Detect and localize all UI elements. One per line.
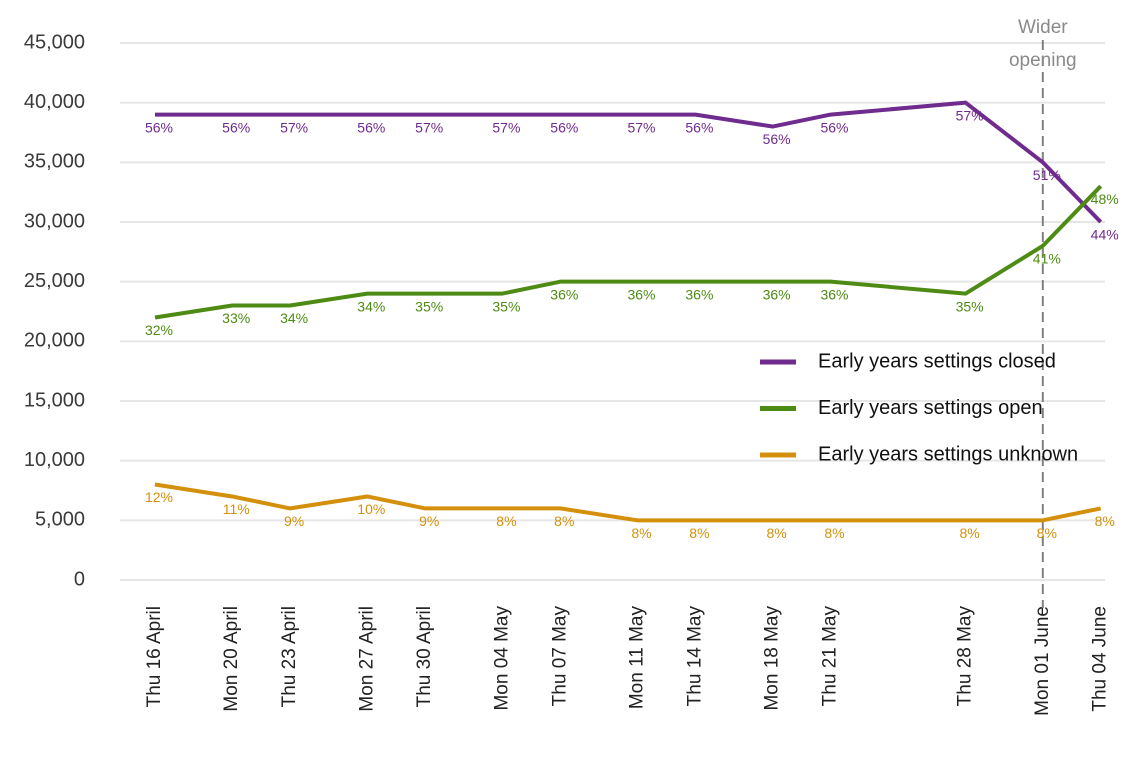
y-tick-label: 20,000 <box>24 330 85 352</box>
data-label: 8% <box>766 525 786 541</box>
data-label: 51% <box>1033 167 1061 183</box>
data-label: 32% <box>145 322 173 338</box>
data-label: 48% <box>1091 191 1119 207</box>
data-label: 10% <box>357 501 385 517</box>
data-label: 36% <box>820 286 848 302</box>
x-tick-label: Thu 14 May <box>684 606 705 707</box>
y-tick-label: 0 <box>74 568 85 590</box>
data-label: 56% <box>763 131 791 147</box>
data-label: 56% <box>685 119 713 135</box>
data-label: 34% <box>280 310 308 326</box>
data-label: 8% <box>824 525 844 541</box>
x-tick-label: Mon 01 June <box>1032 606 1053 716</box>
x-tick-label: Mon 27 April <box>356 606 377 712</box>
x-tick-label: Thu 21 May <box>820 606 841 707</box>
data-label: 8% <box>554 513 574 529</box>
legend-label: Early years settings closed <box>818 350 1056 372</box>
data-label: 9% <box>419 513 439 529</box>
data-label: 56% <box>820 119 848 135</box>
y-tick-label: 35,000 <box>24 151 85 173</box>
data-label: 57% <box>280 119 308 135</box>
data-label: 33% <box>222 310 250 326</box>
legend-label: Early years settings open <box>818 397 1043 419</box>
data-label: 56% <box>357 119 385 135</box>
data-label: 35% <box>956 298 984 314</box>
data-label: 8% <box>959 525 979 541</box>
data-label: 8% <box>631 525 651 541</box>
series-line <box>155 100 1103 224</box>
data-label: 44% <box>1091 227 1119 243</box>
annotation-text: Wider <box>1018 17 1068 38</box>
x-tick-label: Mon 20 April <box>221 606 242 712</box>
x-tick-label: Thu 30 April <box>414 606 435 707</box>
x-tick-label: Thu 28 May <box>955 606 976 707</box>
data-label: 36% <box>685 286 713 302</box>
x-tick-label: Thu 07 May <box>549 606 570 707</box>
series-line <box>154 482 1102 523</box>
data-label: 34% <box>357 298 385 314</box>
data-label: 57% <box>492 119 520 135</box>
data-label: 36% <box>763 286 791 302</box>
data-label: 57% <box>415 119 443 135</box>
y-tick-label: 5,000 <box>35 509 85 531</box>
data-label: 8% <box>689 525 709 541</box>
data-label: 12% <box>145 489 173 505</box>
data-label: 36% <box>627 286 655 302</box>
data-label: 57% <box>627 119 655 135</box>
data-label: 36% <box>550 286 578 302</box>
data-label: 57% <box>956 107 984 123</box>
data-label: 56% <box>145 119 173 135</box>
x-tick-label: Mon 04 May <box>491 606 512 711</box>
data-label: 8% <box>1037 525 1057 541</box>
data-label: 56% <box>550 119 578 135</box>
data-label: 35% <box>415 298 443 314</box>
y-tick-label: 40,000 <box>24 91 85 113</box>
data-label: 56% <box>222 119 250 135</box>
x-tick-label: Thu 23 April <box>279 606 300 707</box>
x-tick-label: Thu 04 June <box>1090 606 1111 712</box>
y-tick-label: 10,000 <box>24 449 85 471</box>
data-label: 8% <box>496 513 516 529</box>
data-label: 41% <box>1033 251 1061 267</box>
x-tick-label: Mon 18 May <box>762 606 783 711</box>
y-tick-label: 25,000 <box>24 270 85 292</box>
data-label: 9% <box>284 513 304 529</box>
legend-label: Early years settings unknown <box>818 443 1078 465</box>
x-tick-label: Mon 11 May <box>627 606 648 710</box>
y-tick-label: 30,000 <box>24 210 85 232</box>
data-label: 11% <box>223 501 250 517</box>
series-line <box>154 184 1103 320</box>
data-label: 8% <box>1095 513 1115 529</box>
y-tick-label: 45,000 <box>24 31 85 53</box>
data-label: 35% <box>492 298 520 314</box>
x-tick-label: Thu 16 April <box>144 606 165 707</box>
annotation-text: opening <box>1009 50 1077 71</box>
y-tick-label: 15,000 <box>24 389 85 411</box>
